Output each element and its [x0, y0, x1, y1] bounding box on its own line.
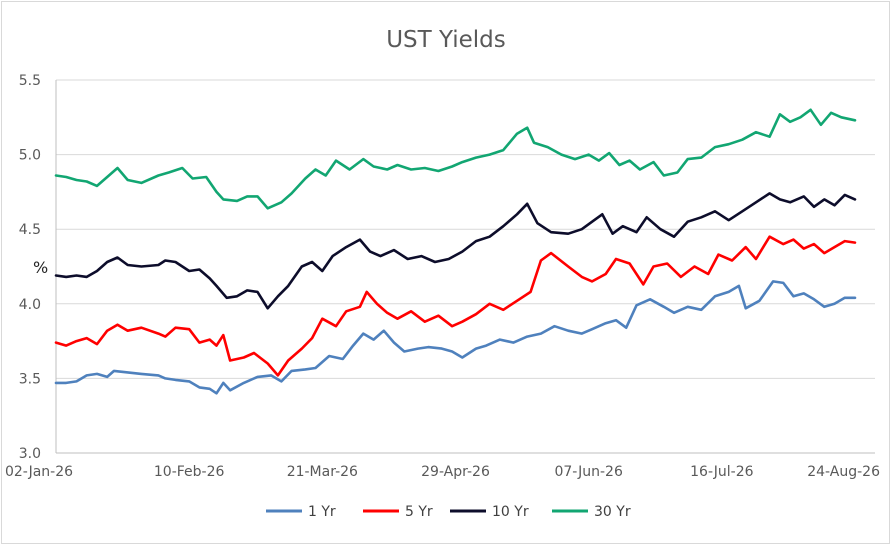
legend-label: 1 Yr — [308, 504, 336, 520]
legend-label: 5 Yr — [405, 504, 433, 520]
y-tick-label: 4.5 — [19, 222, 41, 238]
chart-title: UST Yields — [386, 27, 506, 53]
series-lines — [54, 108, 857, 395]
x-tick-label: 24-Aug-26 — [807, 464, 880, 480]
x-tick-label: 16-Jul-26 — [690, 464, 753, 480]
x-axis-tick-labels: 02-Jan-26 10-Feb-26 21-Mar-26 29-Apr-26 07-J… — [5, 464, 880, 480]
x-tick-label: 02-Jan-26 — [5, 464, 73, 480]
y-axis-label: % — [33, 258, 48, 277]
legend-label: 10 Yr — [492, 504, 529, 520]
series-line-30-yr — [54, 108, 857, 210]
y-tick-label: 3.0 — [19, 446, 41, 462]
y-tick-label: 5.5 — [19, 73, 41, 89]
x-tick-label: 07-Jun-26 — [554, 464, 622, 480]
y-tick-label: 3.5 — [19, 371, 41, 387]
y-axis-tick-labels: 3.0 3.5 4.0 4.5 5.0 5.5 — [19, 73, 41, 462]
legend-label: 30 Yr — [594, 504, 631, 520]
series-line-5-yr — [54, 235, 857, 377]
y-tick-label: 5.0 — [19, 148, 41, 164]
gridlines — [55, 79, 875, 454]
x-tick-label: 29-Apr-26 — [421, 464, 490, 480]
x-tick-label: 10-Feb-26 — [154, 464, 225, 480]
x-tick-label: 21-Mar-26 — [287, 464, 358, 480]
y-tick-label: 4.0 — [19, 297, 41, 313]
legend: 1 Yr 5 Yr 10 Yr 30 Yr — [266, 504, 631, 520]
series-line-10-yr — [54, 192, 857, 310]
series-line-1-yr — [54, 280, 857, 395]
